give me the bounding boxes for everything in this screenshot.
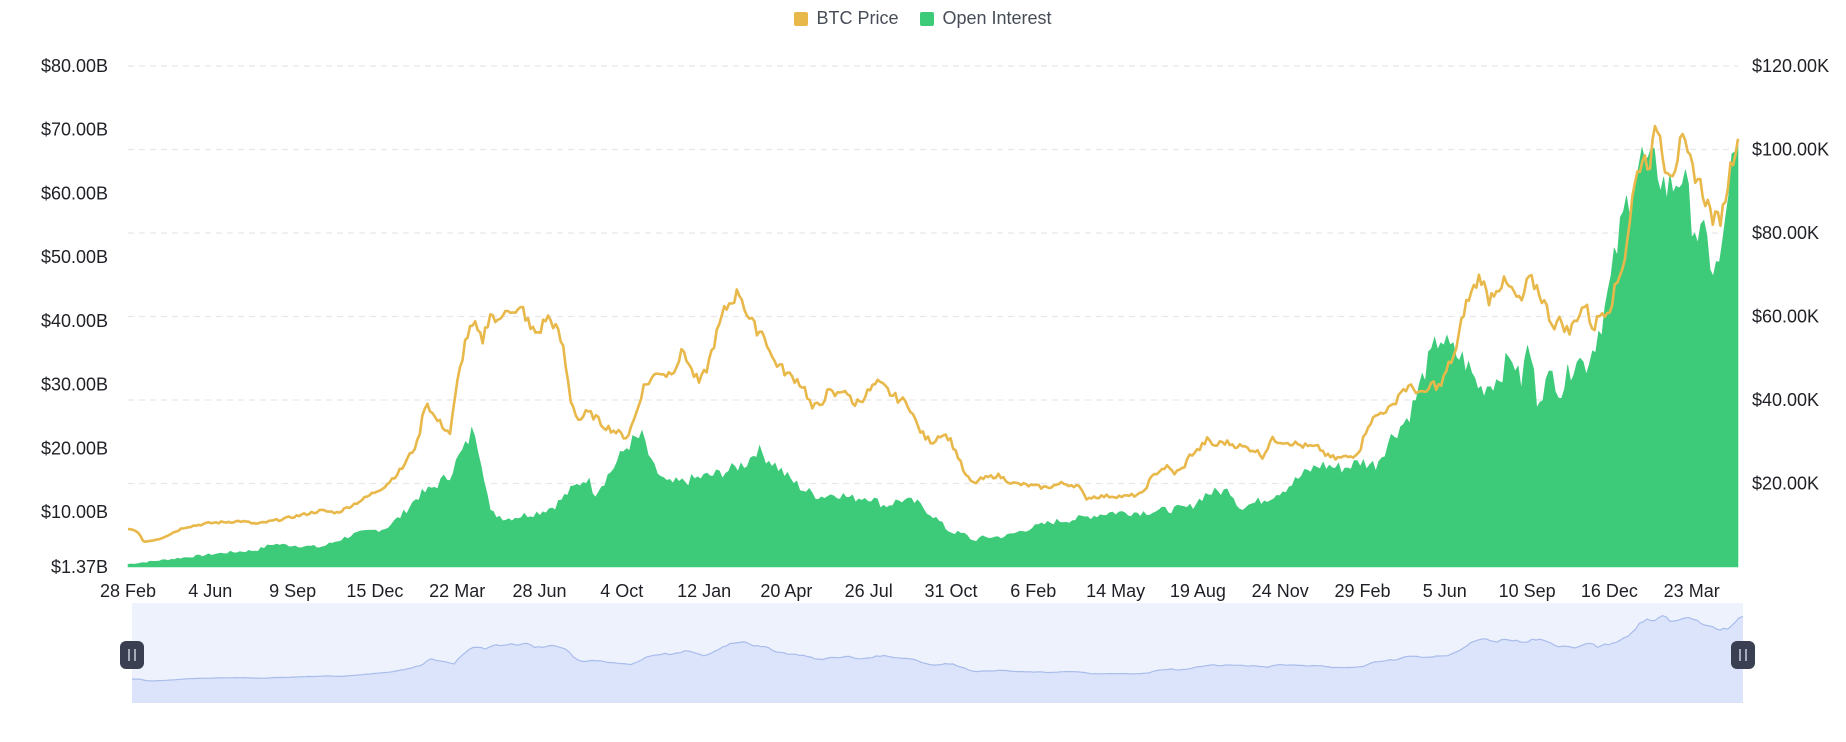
left-tick-label: $80.00B xyxy=(41,56,108,76)
x-tick-label: 24 Nov xyxy=(1252,581,1309,601)
x-tick-label: 28 Jun xyxy=(512,581,566,601)
x-tick-label: 10 Sep xyxy=(1499,581,1556,601)
x-tick-label: 16 Dec xyxy=(1581,581,1638,601)
legend-item-open-interest[interactable]: Open Interest xyxy=(920,8,1052,29)
left-axis-ticks: $1.37B $10.00B $20.00B $30.00B $40.00B $50.00… xyxy=(41,56,108,577)
x-tick-label: 12 Jan xyxy=(677,581,731,601)
x-tick-label: 22 Mar xyxy=(429,581,485,601)
navigator-area xyxy=(132,615,1743,703)
chart-legend: BTC Price Open Interest xyxy=(0,8,1846,29)
navigator-line xyxy=(131,614,1744,682)
open-interest-area xyxy=(127,142,1739,568)
x-tick-label: 29 Feb xyxy=(1334,581,1390,601)
x-tick-label: 28 Feb xyxy=(100,581,156,601)
right-tick-label: $100.00K xyxy=(1752,140,1829,160)
legend-label-open-interest: Open Interest xyxy=(942,8,1052,28)
btc-price-series[interactable] xyxy=(127,124,1740,543)
left-tick-label: $20.00B xyxy=(41,438,108,458)
x-tick-label: 5 Jun xyxy=(1423,581,1467,601)
left-tick-label: $40.00B xyxy=(41,311,108,331)
x-tick-label: 9 Sep xyxy=(269,581,316,601)
left-tick-label: $70.00B xyxy=(41,120,108,140)
legend-swatch-btc-price xyxy=(794,11,809,26)
grip-handle-icon[interactable] xyxy=(1731,641,1755,669)
x-tick-label: 4 Jun xyxy=(188,581,232,601)
left-tick-label: $10.00B xyxy=(41,502,108,522)
legend-swatch-open-interest xyxy=(920,11,935,26)
right-tick-label: $60.00K xyxy=(1752,307,1819,327)
x-tick-label: 31 Oct xyxy=(924,581,977,601)
right-tick-label: $40.00K xyxy=(1752,390,1819,410)
legend-item-btc-price[interactable]: BTC Price xyxy=(794,8,898,29)
btc-price-line xyxy=(127,124,1740,543)
right-tick-label: $120.00K xyxy=(1752,56,1829,76)
navigator-handle-left[interactable] xyxy=(120,641,144,669)
x-tick-label: 19 Aug xyxy=(1170,581,1226,601)
x-tick-label: 15 Dec xyxy=(346,581,403,601)
left-tick-label: $50.00B xyxy=(41,247,108,267)
x-tick-label: 23 Mar xyxy=(1664,581,1720,601)
left-tick-label: $60.00B xyxy=(41,183,108,203)
left-tick-label: $30.00B xyxy=(41,375,108,395)
x-tick-label: 14 May xyxy=(1086,581,1145,601)
x-tick-label: 4 Oct xyxy=(600,581,643,601)
x-tick-label: 20 Apr xyxy=(760,581,812,601)
right-tick-label: $80.00K xyxy=(1752,223,1819,243)
right-axis-ticks: $20.00K $40.00K $60.00K $80.00K $100.00K $120… xyxy=(1752,56,1829,494)
grip-handle-icon[interactable] xyxy=(120,641,144,669)
right-tick-label: $20.00K xyxy=(1752,474,1819,494)
x-tick-label: 26 Jul xyxy=(845,581,893,601)
x-axis-ticks: 28 Feb 4 Jun 9 Sep 15 Dec 22 Mar 28 Jun 4 Oct 1… xyxy=(100,581,1720,601)
gridlines xyxy=(128,65,1738,485)
range-navigator[interactable] xyxy=(120,603,1755,703)
navigator-handle-right[interactable] xyxy=(1731,641,1755,669)
x-tick-label: 6 Feb xyxy=(1010,581,1056,601)
left-tick-label: $1.37B xyxy=(51,557,108,577)
legend-label-btc-price: BTC Price xyxy=(816,8,899,28)
open-interest-series[interactable] xyxy=(127,142,1739,568)
